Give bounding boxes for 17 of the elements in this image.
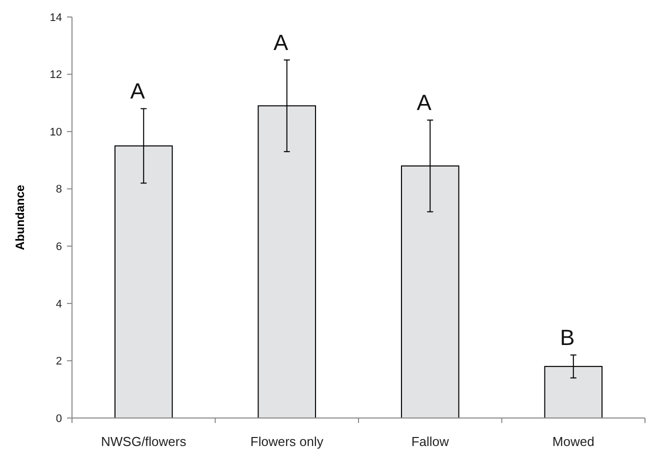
annotation: B <box>560 324 575 350</box>
annotation: A <box>274 30 289 55</box>
annotation: A <box>130 78 146 104</box>
annotation: A <box>416 90 432 116</box>
y-tick-label: 8 <box>56 184 62 196</box>
x-tick-label: Fallow <box>411 434 450 449</box>
x-tick-label: Flowers only <box>250 434 324 449</box>
y-tick-label: 4 <box>56 298 62 310</box>
y-tick-label: 2 <box>56 356 62 368</box>
y-tick-label: 14 <box>50 12 62 24</box>
y-tick-label: 6 <box>56 240 62 253</box>
y-tick-label: 0 <box>56 412 62 425</box>
x-tick-label: NWSG/flowers <box>101 434 187 449</box>
y-tick-label: 12 <box>50 69 62 82</box>
y-tick-label: 10 <box>50 126 62 138</box>
x-tick-label: Mowed <box>552 434 594 449</box>
y-axis-title: Abundance <box>13 184 27 250</box>
